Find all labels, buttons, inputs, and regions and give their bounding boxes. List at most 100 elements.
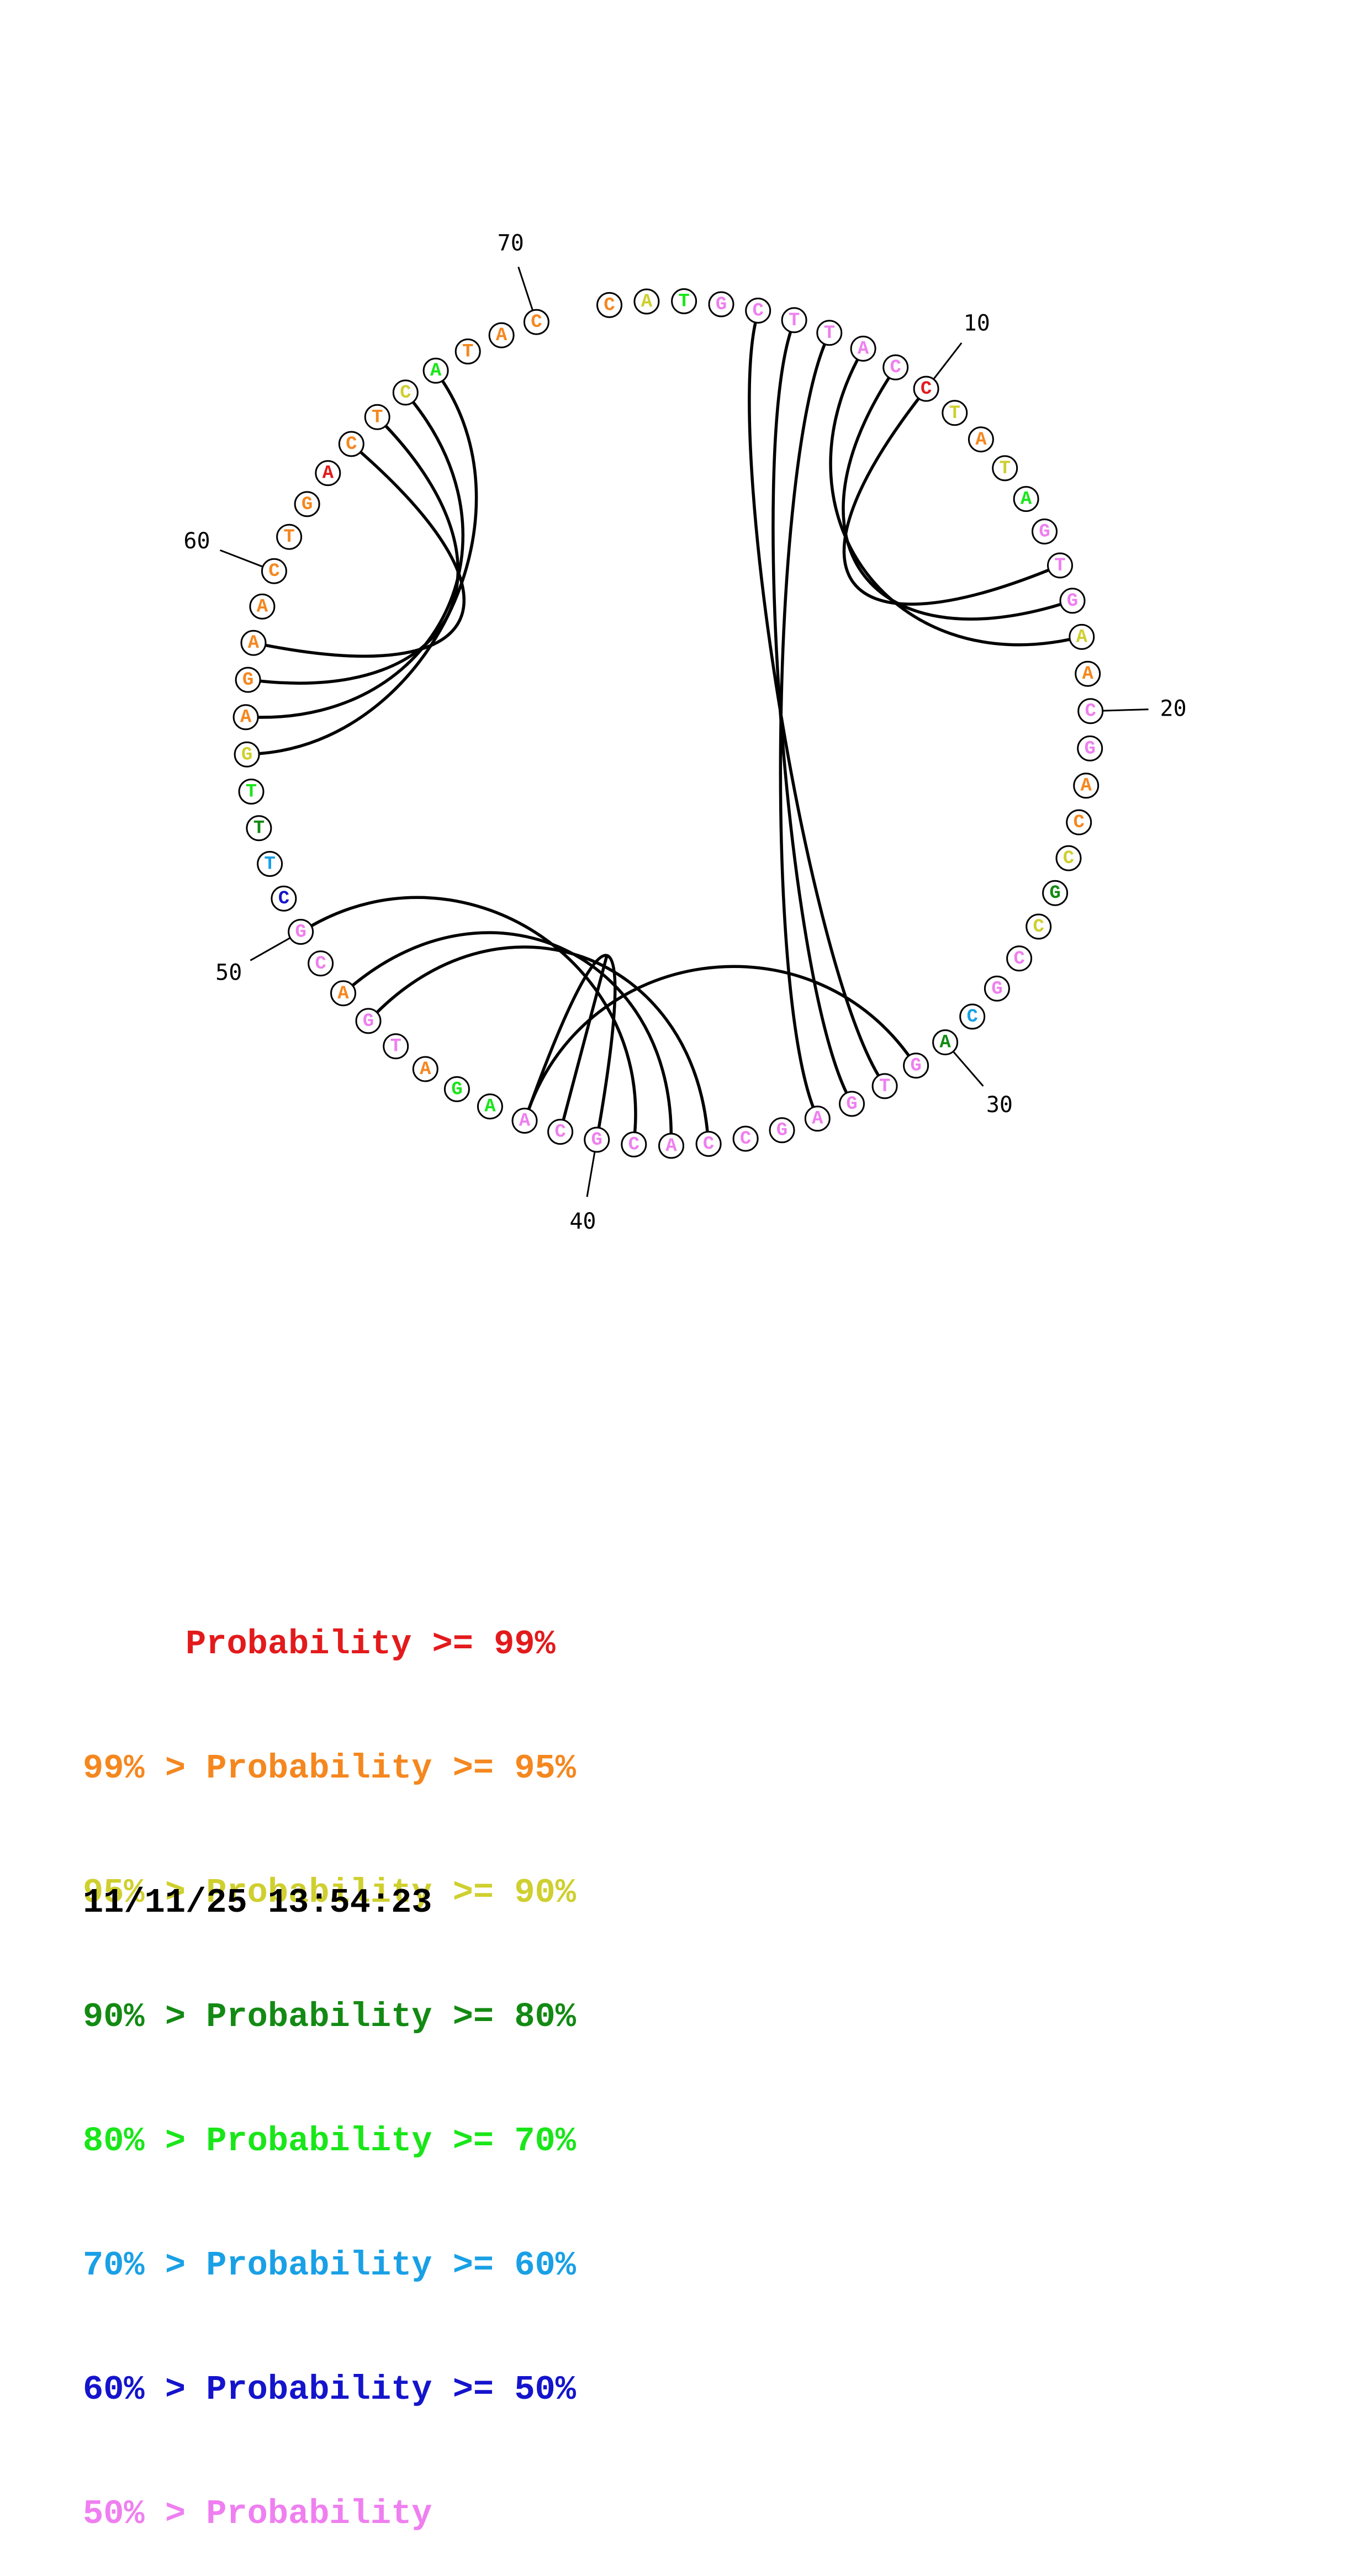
nucleotide-circle xyxy=(850,335,876,362)
nucleotide-letter: T xyxy=(390,1036,401,1057)
nucleotide: T xyxy=(816,320,843,346)
position-label: 50 xyxy=(215,960,242,986)
nucleotide: T xyxy=(238,779,265,805)
nucleotide-letter: A xyxy=(323,463,334,484)
nucleotide-circle xyxy=(294,491,320,517)
nucleotide: A xyxy=(232,704,259,731)
base-pair-arc xyxy=(310,896,637,1133)
nucleotide-letter: G xyxy=(776,1120,787,1141)
nucleotide: G xyxy=(234,741,260,768)
nucleotide-circle xyxy=(364,404,390,430)
base-pair-arcs xyxy=(258,322,1070,1134)
nucleotide-circle xyxy=(959,1003,986,1030)
nucleotide-circle xyxy=(621,1131,647,1157)
nucleotide: A xyxy=(804,1105,831,1132)
nucleotide-letter: C xyxy=(554,1122,565,1143)
nucleotide-circle xyxy=(338,431,364,457)
nucleotide-letter: T xyxy=(1054,556,1065,576)
nucleotide-letter: C xyxy=(890,357,901,378)
nucleotide-letter: T xyxy=(678,292,689,313)
nucleotide: A xyxy=(1075,660,1101,687)
nucleotide-circle xyxy=(276,523,303,550)
base-pair-arc xyxy=(527,965,910,1110)
nucleotide-circle xyxy=(732,1125,759,1152)
nucleotide: A xyxy=(850,335,876,362)
nucleotide-circle xyxy=(454,338,481,364)
base-pair-arc xyxy=(779,343,826,1108)
nucleotide: C xyxy=(1026,913,1052,940)
nucleotide-circle xyxy=(745,298,771,324)
nucleotide-circle xyxy=(932,1029,959,1056)
nucleotide: T xyxy=(781,307,807,334)
nucleotide-letter: A xyxy=(939,1033,951,1054)
nucleotide-letter: G xyxy=(1084,738,1095,759)
nucleotide-circle xyxy=(261,558,287,584)
nucleotide: C xyxy=(882,354,909,380)
base-pair-arc xyxy=(376,945,709,1132)
legend-entry-95: 99% > Probability >= 95% xyxy=(83,1749,576,1788)
nucleotide: G xyxy=(235,667,261,693)
base-pair-arc xyxy=(260,425,459,685)
nucleotide-circle xyxy=(1069,623,1095,650)
nucleotide-letter: C xyxy=(966,1007,977,1028)
nucleotide: T xyxy=(364,404,390,430)
nucleotide: T xyxy=(383,1033,409,1060)
nucleotide-circle xyxy=(1013,486,1039,512)
nucleotide-circle xyxy=(671,288,697,314)
nucleotide-letter: T xyxy=(372,407,383,428)
position-label: 60 xyxy=(183,528,210,554)
nucleotide-letter: C xyxy=(315,954,326,975)
legend-entry-50: 60% > Probability >= 50% xyxy=(83,2370,576,2409)
nucleotide-circle xyxy=(547,1119,574,1145)
nucleotide-letter: T xyxy=(462,342,473,363)
nucleotide: A xyxy=(330,980,356,1007)
nucleotide: A xyxy=(932,1029,959,1056)
nucleotide: C xyxy=(596,292,622,318)
legend-entry-99: Probability >= 99% xyxy=(186,1625,556,1664)
nucleotide-circle xyxy=(781,307,807,334)
nucleotide-letter: C xyxy=(531,312,542,333)
base-pair-arc xyxy=(829,358,1070,647)
nucleotide-letter: T xyxy=(879,1076,890,1097)
nucleotide-letter: G xyxy=(991,978,1002,999)
nucleotide: A xyxy=(488,322,515,348)
nucleotide: T xyxy=(257,851,283,877)
nucleotide-circle xyxy=(1055,845,1082,871)
nucleotide: G xyxy=(355,1008,382,1034)
nucleotide-circle xyxy=(235,667,261,693)
nucleotide: A xyxy=(633,288,660,315)
nucleotide-letter: C xyxy=(703,1134,714,1155)
nucleotide: C xyxy=(1077,698,1104,724)
nucleotide-letter: A xyxy=(484,1097,496,1118)
nucleotide: G xyxy=(288,919,314,945)
base-pair-arc xyxy=(351,931,673,1134)
base-pair-arc xyxy=(265,451,466,658)
nucleotide-letter: T xyxy=(999,458,1010,479)
nucleotide: C xyxy=(261,558,287,584)
nucleotide-letter: C xyxy=(740,1129,751,1150)
nucleotide-circle xyxy=(392,379,419,406)
nucleotide-circle xyxy=(839,1091,865,1117)
nucleotide-letter: A xyxy=(1080,776,1092,797)
nucleotide: T xyxy=(454,338,481,364)
nucleotide-circle xyxy=(443,1076,470,1102)
nucleotide: C xyxy=(732,1125,759,1152)
nucleotide-circle xyxy=(383,1033,409,1060)
nucleotide-letter: T xyxy=(264,854,275,875)
nucleotide-letter: G xyxy=(1067,591,1078,612)
nucleotide-circle xyxy=(871,1073,898,1099)
nucleotide-letter: A xyxy=(812,1109,823,1130)
nucleotide: A xyxy=(658,1133,684,1159)
nucleotide: T xyxy=(276,523,303,550)
nucleotide: C xyxy=(271,885,297,912)
nucleotide-circle xyxy=(942,400,968,426)
nucleotide: G xyxy=(984,975,1010,1002)
nucleotide-letter: T xyxy=(824,323,835,344)
nucleotide: A xyxy=(249,593,276,620)
nucleotide-circle xyxy=(584,1126,610,1153)
legend-entry-80: 90% > Probability >= 80% xyxy=(83,1997,576,2037)
nucleotide-circle xyxy=(992,455,1018,482)
nucleotide-letter: C xyxy=(1013,949,1024,970)
nucleotide-letter: A xyxy=(430,361,442,382)
nucleotide-letter: C xyxy=(268,561,279,582)
